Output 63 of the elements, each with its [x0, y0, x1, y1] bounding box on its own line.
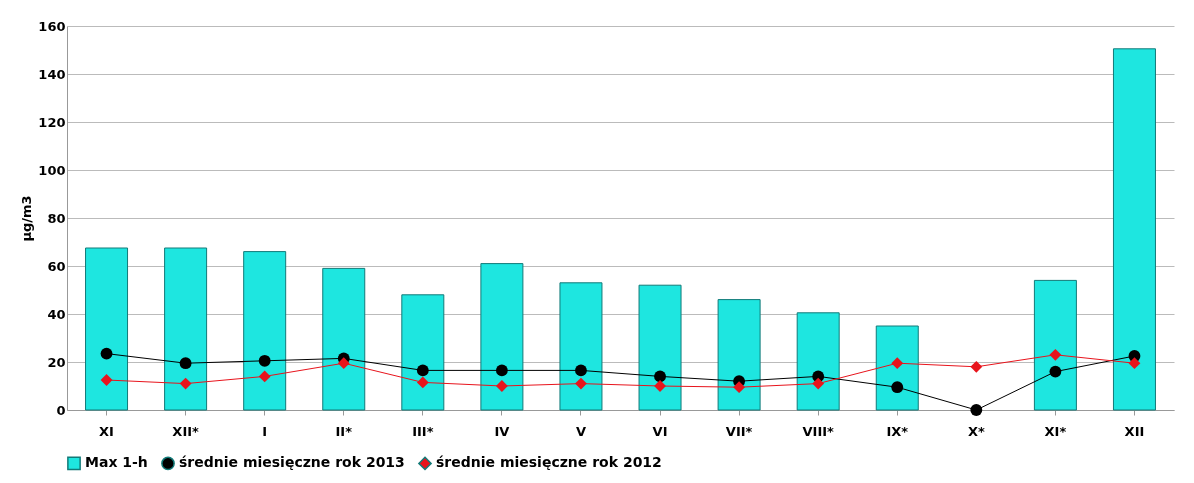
point — [733, 381, 746, 394]
y-tick-label: 80 — [47, 210, 66, 226]
point — [337, 357, 350, 370]
y-tick-label: 60 — [47, 258, 66, 274]
x-tick-label: II* — [335, 423, 353, 439]
bar — [1112, 48, 1156, 411]
bar — [875, 325, 919, 411]
bar — [638, 284, 682, 411]
point — [179, 357, 192, 370]
x-tick-label: VIII* — [802, 423, 835, 439]
x-tick-label: VI — [652, 423, 668, 439]
x-tick-label: XII* — [172, 423, 200, 439]
bar — [480, 263, 524, 411]
x-tick-label: IV — [494, 423, 510, 439]
bar — [796, 312, 840, 411]
x-tick-label: III* — [412, 423, 434, 439]
point — [1049, 365, 1062, 378]
point — [575, 377, 587, 390]
y-tick-label: 160 — [38, 18, 66, 34]
point — [495, 364, 508, 377]
point — [575, 364, 587, 377]
bar — [401, 294, 445, 411]
x-tick-label: XI — [99, 423, 114, 439]
bar — [243, 251, 287, 411]
legend-label: średnie miesięczne rok 2013 — [179, 454, 405, 471]
point — [416, 364, 429, 377]
point — [258, 354, 271, 367]
point — [179, 377, 192, 390]
legend-label: średnie miesięczne rok 2012 — [436, 454, 662, 471]
point — [416, 376, 429, 389]
point — [495, 380, 508, 392]
point — [100, 347, 113, 360]
point — [891, 357, 904, 370]
y-tick-label: 0 — [56, 402, 66, 418]
x-tick-label: XI* — [1044, 423, 1067, 439]
bar — [717, 299, 761, 411]
y-axis-title: µg/m3 — [19, 195, 35, 242]
point — [258, 370, 271, 383]
point — [970, 360, 983, 373]
y-tick-label: 120 — [38, 114, 66, 130]
x-tick-label: V — [575, 423, 586, 439]
point — [1049, 348, 1062, 361]
point — [100, 374, 113, 386]
x-tick-label: I — [262, 423, 268, 439]
bar — [322, 267, 366, 411]
y-tick-label: 20 — [47, 354, 66, 370]
point — [1128, 357, 1141, 370]
x-tick-label: X* — [967, 423, 985, 439]
point — [891, 381, 904, 394]
point — [812, 377, 825, 390]
point — [654, 370, 666, 383]
bar — [1033, 279, 1077, 411]
bar — [559, 282, 603, 411]
y-tick-label: 140 — [38, 66, 66, 82]
x-tick-label: IX* — [886, 423, 909, 439]
y-tick-label: 40 — [47, 306, 66, 322]
legend-label: Max 1-h — [85, 454, 148, 471]
x-tick-label: XII — [1124, 423, 1145, 439]
y-tick-label: 100 — [38, 162, 66, 178]
bar — [85, 247, 129, 411]
point — [970, 404, 983, 416]
x-tick-label: VII* — [725, 423, 753, 439]
bar — [164, 247, 208, 411]
